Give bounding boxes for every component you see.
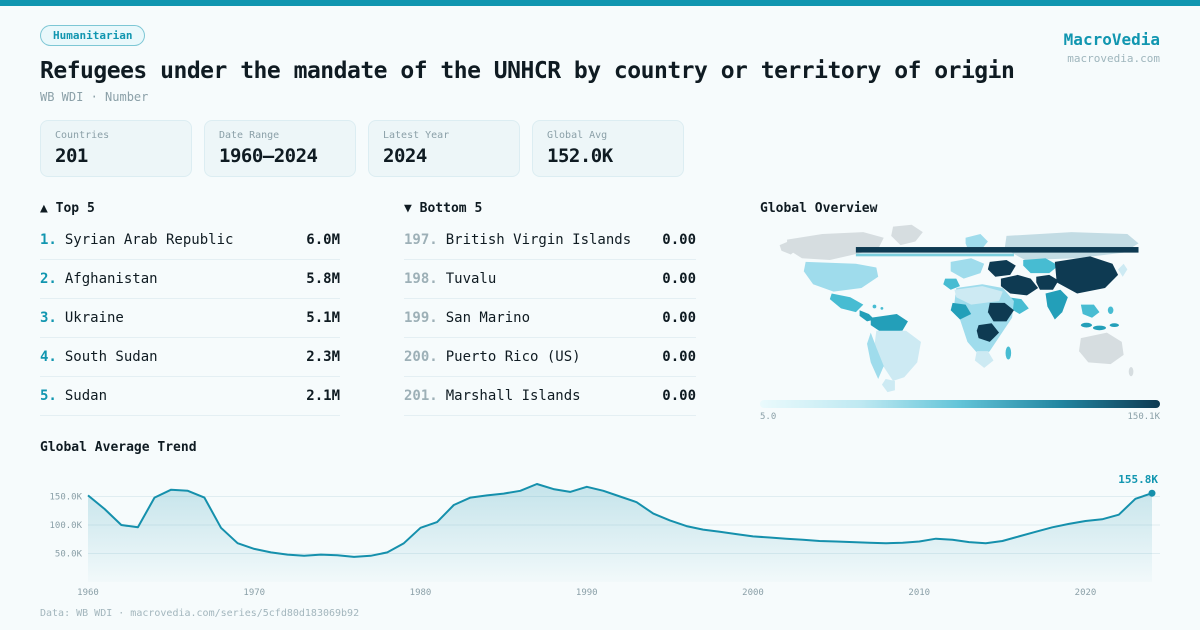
global-overview: Global Overview <box>760 201 1160 422</box>
stat-card-countries: Countries 201 <box>40 120 192 177</box>
bottom5-header: ▼ Bottom 5 <box>404 201 696 216</box>
list-item: 199. San Marino 0.00 <box>404 299 696 338</box>
country-value: 0.00 <box>662 388 696 404</box>
map-title: Global Overview <box>760 201 878 216</box>
world-map <box>779 224 1139 393</box>
rank: 2. <box>40 271 57 287</box>
list-item: 2. Afghanistan 5.8M <box>40 260 340 299</box>
svg-text:100.0K: 100.0K <box>49 521 82 531</box>
list-item: 4. South Sudan 2.3M <box>40 338 340 377</box>
country-value: 5.8M <box>306 271 340 287</box>
list-item: 1. Syrian Arab Republic 6.0M <box>40 221 340 260</box>
rank: 5. <box>40 388 57 404</box>
svg-text:150.0K: 150.0K <box>49 493 82 503</box>
stat-label: Date Range <box>219 130 280 141</box>
brand-block: MacroVedia macrovedia.com <box>1064 24 1160 65</box>
stat-value: 1960—2024 <box>219 145 318 167</box>
country-value: 5.1M <box>306 310 340 326</box>
country-name: Sudan <box>64 388 108 404</box>
stat-card-global-avg: Global Avg 152.0K <box>532 120 684 177</box>
country-value: 2.3M <box>306 349 340 365</box>
svg-text:50.0K: 50.0K <box>55 550 83 560</box>
rank: 198. <box>404 271 438 287</box>
brand-logo: MacroVedia <box>1063 30 1160 49</box>
country-value: 0.00 <box>662 310 696 326</box>
rank: 1. <box>40 232 57 248</box>
stat-label: Countries <box>55 130 110 141</box>
list-item: 198. Tuvalu 0.00 <box>404 260 696 299</box>
country-name: San Marino <box>445 310 531 326</box>
stat-value: 201 <box>55 145 88 167</box>
page: Humanitarian Refugees under the mandate … <box>0 6 1200 619</box>
header-left: Humanitarian Refugees under the mandate … <box>40 24 1015 104</box>
list-item: 5. Sudan 2.1M <box>40 377 340 416</box>
rank: 199. <box>404 310 438 326</box>
country-name: Marshall Islands <box>445 388 581 404</box>
up-triangle-icon: ▲ <box>40 201 48 216</box>
rank: 4. <box>40 349 57 365</box>
legend-max-label: 150.1K <box>1127 412 1160 422</box>
list-item: 201. Marshall Islands 0.00 <box>404 377 696 416</box>
list-item: 3. Ukraine 5.1M <box>40 299 340 338</box>
bottom5-list: ▼ Bottom 5 197. British Virgin Islands 0… <box>404 201 696 422</box>
stat-card-latest-year: Latest Year 2024 <box>368 120 520 177</box>
list-item: 200. Puerto Rico (US) 0.00 <box>404 338 696 377</box>
country-value: 6.0M <box>306 232 340 248</box>
source-subtitle: WB WDI · Number <box>40 90 149 104</box>
choropleth-legend-gradient <box>760 400 1160 408</box>
country-name: South Sudan <box>64 349 158 365</box>
svg-text:1970: 1970 <box>243 588 265 598</box>
trend-title: Global Average Trend <box>40 440 197 455</box>
country-value: 2.1M <box>306 388 340 404</box>
country-name: Syrian Arab Republic <box>64 232 234 248</box>
footer-attribution: Data: WB WDI · macrovedia.com/series/5cf… <box>40 608 360 619</box>
content-columns: ▲ Top 5 1. Syrian Arab Republic 6.0M 2. … <box>40 201 1160 422</box>
country-value: 0.00 <box>662 271 696 287</box>
top5-header-label: Top 5 <box>55 201 95 216</box>
list-item: 197. British Virgin Islands 0.00 <box>404 221 696 260</box>
stat-label: Global Avg <box>547 130 608 141</box>
svg-text:2000: 2000 <box>742 588 764 598</box>
legend-min-label: 5.0 <box>760 412 777 422</box>
country-value: 0.00 <box>662 349 696 365</box>
stat-card-date-range: Date Range 1960—2024 <box>204 120 356 177</box>
country-name: British Virgin Islands <box>445 232 632 248</box>
country-value: 0.00 <box>662 232 696 248</box>
top5-list: ▲ Top 5 1. Syrian Arab Republic 6.0M 2. … <box>40 201 340 422</box>
country-name: Puerto Rico (US) <box>445 349 581 365</box>
svg-text:155.8K: 155.8K <box>1118 473 1158 486</box>
bottom5-header-label: Bottom 5 <box>419 201 483 216</box>
header: Humanitarian Refugees under the mandate … <box>40 24 1160 104</box>
stat-cards: Countries 201 Date Range 1960—2024 Lates… <box>40 120 1160 177</box>
stat-value: 2024 <box>383 145 427 167</box>
rank: 201. <box>404 388 438 404</box>
svg-text:1990: 1990 <box>576 588 598 598</box>
svg-text:1980: 1980 <box>410 588 432 598</box>
trend-line-chart: 50.0K 100.0K 150.0K 1960 1970 1980 1990 2000 201… <box>49 473 1160 598</box>
rank: 197. <box>404 232 438 248</box>
down-triangle-icon: ▼ <box>404 201 412 216</box>
svg-text:1960: 1960 <box>77 588 99 598</box>
svg-text:2010: 2010 <box>908 588 930 598</box>
trend-section: Global Average Trend 50.0K 100.0K 150.0K 19… <box>40 440 1160 598</box>
rank: 200. <box>404 349 438 365</box>
country-name: Ukraine <box>64 310 124 326</box>
rank: 3. <box>40 310 57 326</box>
top5-header: ▲ Top 5 <box>40 201 340 216</box>
category-badge: Humanitarian <box>40 25 146 46</box>
brand-domain: macrovedia.com <box>1067 52 1160 65</box>
stat-label: Latest Year <box>383 130 450 141</box>
country-name: Afghanistan <box>64 271 158 287</box>
country-name: Tuvalu <box>445 271 497 287</box>
stat-value: 152.0K <box>547 145 613 167</box>
choropleth-legend-labels: 5.0 150.1K <box>760 412 1160 422</box>
top-accent-bar <box>0 0 1200 6</box>
svg-text:2020: 2020 <box>1075 588 1097 598</box>
page-title: Refugees under the mandate of the UNHCR … <box>40 58 1015 84</box>
